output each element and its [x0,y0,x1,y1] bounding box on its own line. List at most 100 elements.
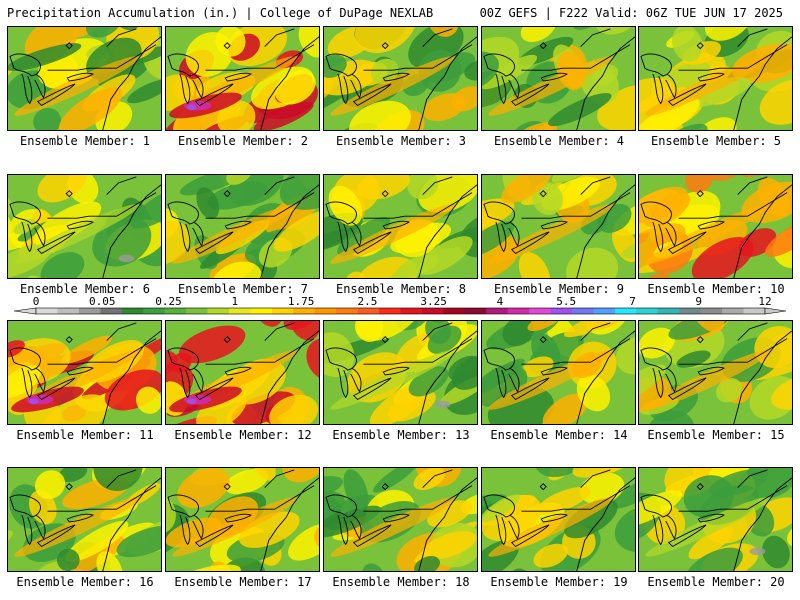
ensemble-member-label: Ensemble Member: 11 [16,428,154,442]
precip-area [166,74,195,111]
lake-ontario-outline [382,513,410,523]
colorbar-segment [464,308,487,314]
colorbar-segment [293,308,316,314]
map-title: Precipitation Accumulation (in.) | Colle… [7,6,434,20]
lake-superior-outline [640,53,672,77]
lake-marker-icon [65,336,73,344]
lake-marker-icon [223,42,231,50]
precip-area [96,551,123,571]
colorbar-segment [593,308,616,314]
precip-band [14,203,140,264]
ensemble-member-map [638,467,793,572]
extreme-precip-peak [186,104,197,111]
colorbar-segment [486,308,508,314]
lake-erie-outline [352,231,392,255]
colorbar-segment [78,308,101,314]
lake-erie-outline [667,83,707,107]
ensemble-member-label: Ensemble Member: 20 [647,575,785,589]
lake-ontario-outline [224,72,252,82]
precip-map-svg [639,27,792,130]
precip-area [86,27,122,38]
ensemble-member-label: Ensemble Member: 1 [19,134,151,148]
northeast-coastline [260,477,319,571]
ensemble-member-map [481,467,636,572]
precip-area [579,472,625,505]
precip-area [328,185,363,226]
lake-superior-outline [167,494,199,518]
precip-band [14,55,140,116]
colorbar-segment [336,308,358,314]
st-lawrence-outline [106,322,137,341]
precip-area [224,468,269,495]
precip-area [8,43,82,72]
precip-area [422,531,477,560]
us-canada-border [47,44,157,71]
us-canada-border [205,485,315,512]
colorbar-segment [572,308,594,314]
precip-area [502,321,535,347]
trace-precip-area [434,400,451,409]
precip-area [92,216,152,267]
lake-huron-outline [34,221,46,247]
colorbar-segment [614,308,637,314]
lake-huron-outline [508,221,520,247]
precip-map-svg [324,27,477,130]
lake-michigan-outline [337,514,349,546]
lake-superior-outline [9,201,41,225]
lake-huron-outline [350,73,362,99]
precip-area [116,525,161,558]
precip-area [639,98,700,130]
colorbar-segment [250,308,273,314]
ensemble-member-map [481,26,636,131]
colorbar-segment [679,308,701,314]
lake-michigan-outline [179,367,191,399]
st-lawrence-outline [580,176,611,195]
lake-erie-outline [667,524,707,548]
precip-area [691,237,754,278]
precip-area [166,350,178,378]
st-lawrence-outline [737,469,768,488]
lake-huron-outline [34,73,46,99]
lake-huron-outline [350,221,362,247]
colorbar-tick-label: 7 [629,295,636,308]
colorbar-segment [164,308,187,314]
lake-michigan-outline [652,221,664,253]
ensemble-member-label: Ensemble Member: 15 [647,428,785,442]
ensemble-member-label: Ensemble Member: 12 [174,428,312,442]
precip-band [14,496,140,557]
northeast-coastline [418,330,477,424]
precip-area [639,327,675,359]
ensemble-member-label: Ensemble Member: 14 [490,428,628,442]
northeast-coastline [576,330,635,424]
precip-area [135,386,161,414]
ensemble-member-label: Ensemble Member: 13 [332,428,470,442]
precip-area [520,27,557,43]
precip-area [685,547,743,571]
northeast-coastline [418,184,477,278]
precip-band [330,349,456,410]
lake-ontario-outline [697,220,725,230]
lake-ontario-outline [382,72,410,82]
northeast-coastline [576,184,635,278]
precip-area [93,468,143,491]
lake-huron-outline [34,367,46,393]
lake-huron-outline [665,221,677,247]
precip-area [166,517,222,548]
precip-area [179,175,250,196]
precip-band [488,349,614,410]
lake-huron-outline [192,221,204,247]
lake-michigan-outline [21,514,33,546]
colorbar-segment [207,308,230,314]
st-lawrence-outline [422,469,453,488]
lake-superior-outline [640,494,672,518]
lake-ontario-outline [224,220,252,230]
lake-huron-outline [192,73,204,99]
precip-area [612,477,635,509]
lake-ontario-outline [224,513,252,523]
lake-erie-outline [194,377,234,401]
precip-area [178,114,204,130]
precip-area [274,70,316,105]
lake-erie-outline [194,231,234,255]
precip-area [572,468,635,478]
precip-area [413,468,445,491]
